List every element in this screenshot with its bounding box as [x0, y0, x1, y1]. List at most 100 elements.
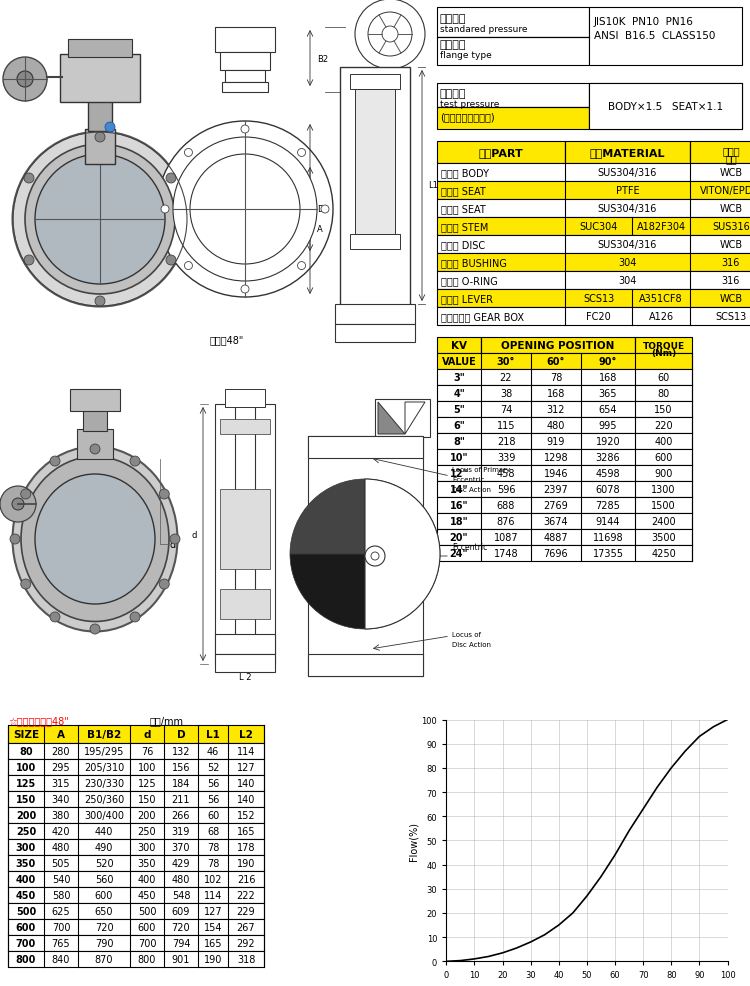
Circle shape [365, 546, 385, 566]
Circle shape [184, 262, 193, 270]
Text: 可變更: 可變更 [722, 146, 740, 156]
Bar [220, 590, 270, 619]
Text: 230/330: 230/330 [84, 778, 124, 788]
Text: OPEN: OPEN [335, 445, 355, 451]
Text: 114: 114 [237, 746, 255, 756]
Text: 壓力等級: 壓力等級 [440, 14, 466, 24]
Text: WCB: WCB [719, 240, 742, 249]
Text: 68: 68 [207, 826, 219, 836]
Circle shape [184, 149, 193, 158]
Circle shape [190, 155, 300, 264]
Text: 152: 152 [237, 810, 255, 820]
Text: 4887: 4887 [544, 532, 568, 542]
Bar [437, 370, 692, 386]
Text: 1500: 1500 [651, 501, 676, 511]
Bar [8, 903, 264, 919]
Text: 420: 420 [52, 826, 70, 836]
Text: A: A [317, 225, 322, 235]
Text: 280: 280 [52, 746, 70, 756]
Text: 9144: 9144 [596, 517, 620, 527]
Bar [350, 235, 400, 249]
Bar [60, 55, 140, 103]
Text: 800: 800 [16, 954, 36, 964]
Bar [308, 655, 423, 676]
Text: 3286: 3286 [596, 453, 620, 462]
Text: 零件PART: 零件PART [478, 148, 524, 158]
Text: SCS13: SCS13 [583, 294, 614, 304]
Text: 370: 370 [172, 842, 190, 852]
Text: D: D [317, 205, 323, 214]
Bar [215, 634, 275, 655]
Text: 490: 490 [94, 842, 113, 852]
Bar [220, 489, 270, 570]
Bar [225, 389, 265, 407]
Bar [255, 404, 275, 665]
Bar [85, 130, 115, 165]
Text: 216: 216 [237, 875, 255, 884]
Text: 125: 125 [16, 778, 36, 788]
Text: 150: 150 [16, 794, 36, 805]
Text: 彈　簧 O-RING: 彈 簧 O-RING [441, 276, 498, 286]
Text: 4598: 4598 [596, 468, 620, 478]
Text: 480: 480 [52, 842, 70, 852]
Text: 350: 350 [138, 858, 156, 868]
Bar [8, 775, 264, 791]
Text: 600: 600 [654, 453, 673, 462]
Bar [355, 90, 395, 235]
Circle shape [10, 534, 20, 544]
Text: 材質MATERIAL: 材質MATERIAL [590, 148, 665, 158]
Text: 218: 218 [496, 437, 515, 447]
Bar [8, 919, 264, 935]
Bar [437, 84, 589, 107]
Text: 400: 400 [138, 875, 156, 884]
Text: 閥　座 SEAT: 閥 座 SEAT [441, 204, 486, 214]
Text: test pressure: test pressure [440, 100, 500, 108]
Bar [589, 107, 742, 130]
Circle shape [50, 612, 60, 622]
Text: 60°: 60° [547, 357, 566, 367]
Text: TORQUE: TORQUE [643, 342, 685, 351]
Bar [308, 437, 423, 458]
Text: 919: 919 [547, 437, 566, 447]
Text: 339: 339 [496, 453, 515, 462]
Text: 794: 794 [172, 938, 190, 948]
Text: 168: 168 [547, 388, 566, 398]
Text: A182F304: A182F304 [637, 222, 686, 232]
Text: 4250: 4250 [651, 548, 676, 558]
Text: 200: 200 [16, 810, 36, 820]
Text: 150: 150 [138, 794, 156, 805]
Text: 7285: 7285 [596, 501, 620, 511]
Circle shape [355, 0, 425, 70]
Bar [635, 337, 692, 354]
Text: 60: 60 [207, 810, 219, 820]
Text: 閥　座 SEAT: 閥 座 SEAT [441, 185, 486, 196]
Circle shape [90, 445, 100, 455]
Text: L1: L1 [428, 181, 438, 190]
Text: 可承製48": 可承製48" [210, 334, 244, 345]
Text: (Nm): (Nm) [651, 349, 676, 358]
Circle shape [161, 206, 169, 214]
Bar [437, 181, 750, 200]
Bar [437, 545, 692, 561]
Bar [350, 75, 400, 90]
Text: 4": 4" [453, 388, 465, 398]
Text: 1300: 1300 [651, 484, 676, 495]
Text: 900: 900 [654, 468, 673, 478]
Text: SUS316: SUS316 [712, 222, 750, 232]
X-axis label: Travel(%): Travel(%) [564, 985, 610, 986]
Bar [437, 514, 692, 529]
Text: 16": 16" [450, 501, 468, 511]
Text: 200: 200 [138, 810, 156, 820]
Circle shape [368, 13, 412, 57]
Bar [220, 420, 270, 435]
Text: B1/B2: B1/B2 [87, 730, 122, 740]
Bar [690, 142, 750, 164]
Text: 609: 609 [172, 906, 190, 916]
Bar [437, 200, 750, 218]
Text: 229: 229 [237, 906, 255, 916]
Text: 3500: 3500 [651, 532, 676, 542]
Text: 876: 876 [496, 517, 515, 527]
Text: 30°: 30° [496, 357, 515, 367]
Text: WCB: WCB [719, 168, 742, 177]
Text: 1298: 1298 [544, 453, 568, 462]
